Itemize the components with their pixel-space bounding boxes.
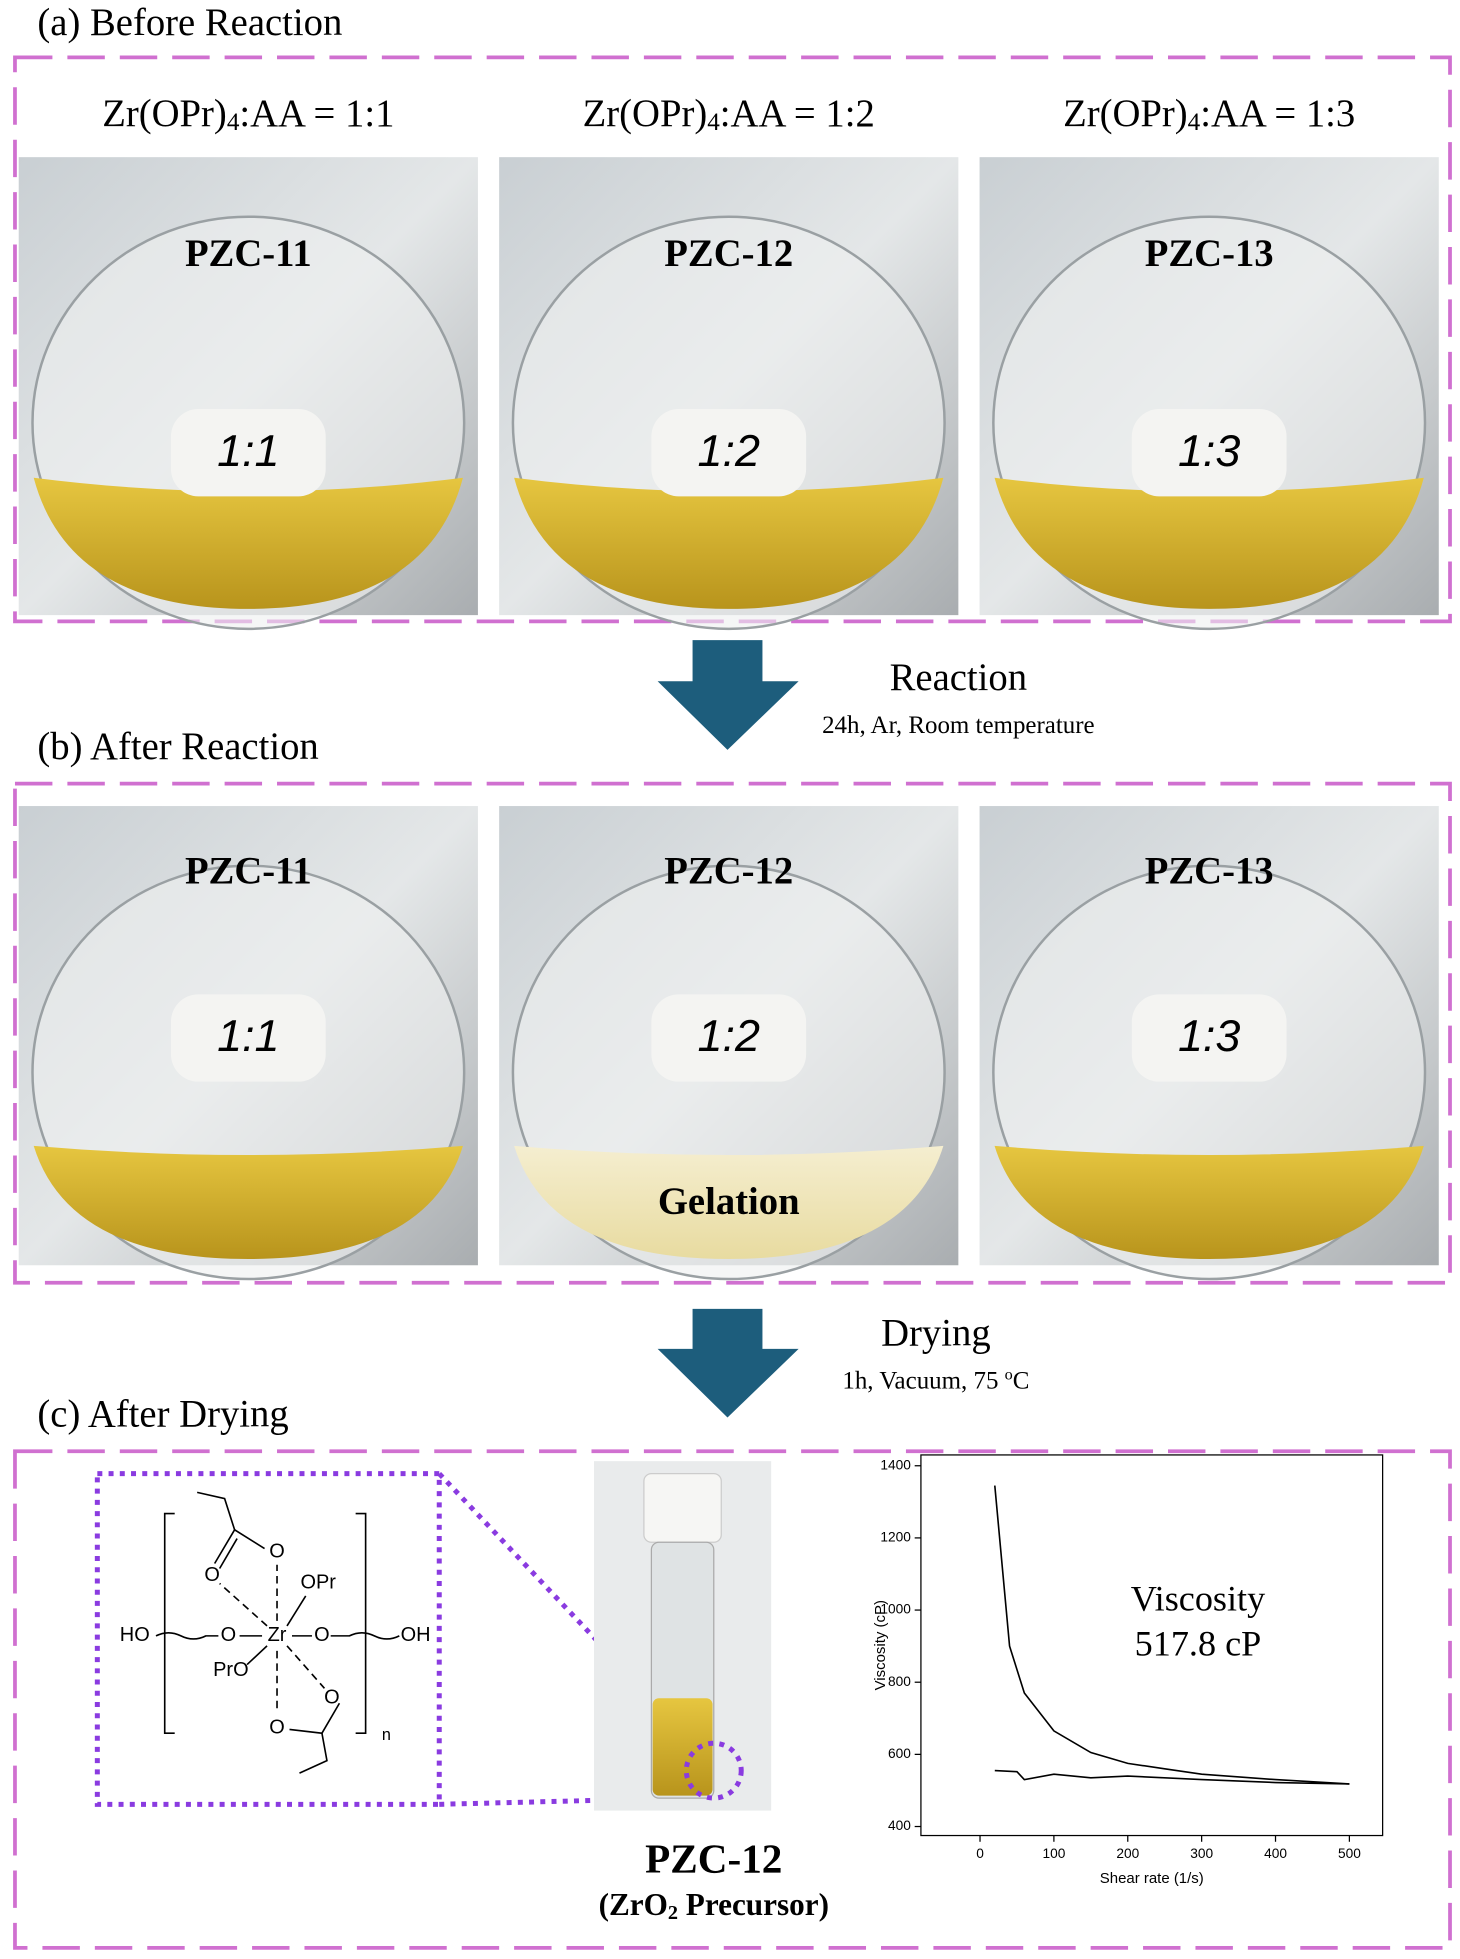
arrow [657,640,799,750]
vial-liquid [652,1698,713,1796]
flask-tag-text: 1:3 [1178,1010,1240,1061]
note: Gelation [658,1181,800,1223]
ratio-header-part: 4 [227,109,240,136]
flask-tag [170,409,326,497]
zoom-box [94,1471,442,1807]
liquid [33,1145,463,1260]
repeat-index: n [382,1726,391,1744]
step-conditions-part: C [1013,1367,1030,1394]
x-tick-label: 400 [1264,1846,1287,1861]
sample-label: PZC-12 [664,233,793,275]
sample-label: PZC-11 [185,851,312,893]
atom: O [269,1716,285,1738]
sample-label: PZC-12 [645,1835,782,1881]
ratio-header-part: :AA = 1:2 [720,93,875,135]
flask-tag [170,994,326,1082]
ratio-header-part: Zr(OPr) [583,93,708,135]
arrow [657,1308,799,1418]
liquid [33,477,463,609]
flask-tag [651,409,807,497]
atom: Zr [268,1624,287,1646]
step-conditions: 1h, Vacuum, 75 oC [842,1366,1029,1394]
y-tick-label: 1400 [880,1457,911,1472]
caption-part: 2 [668,1902,678,1924]
structure-bonds [155,1491,400,1774]
liquid [994,1145,1424,1260]
section-title: (a) Before Reaction [37,2,342,44]
vial-cap [643,1473,722,1543]
flask-tag-text: 1:2 [698,1010,760,1061]
atom: O [269,1541,285,1563]
y-tick-label: 400 [888,1818,911,1833]
flask-tag-text: 1:2 [698,425,760,476]
atom: O [204,1564,220,1586]
ratio-header-part: :AA = 1:1 [239,93,394,135]
flask-tag [651,994,807,1082]
section-title: (c) After Drying [37,1393,288,1435]
step-conditions-part: 1h, Vacuum, 75 [842,1367,1004,1394]
ratio-header: Zr(OPr)4:AA = 1:1 [102,93,394,136]
x-tick-label: 500 [1338,1846,1361,1861]
sample-label: PZC-12 [664,851,793,893]
ratio-header-part: :AA = 1:3 [1200,93,1355,135]
step-name: Drying [881,1312,991,1354]
step-conditions-part: o [1005,1366,1013,1384]
ratio-header-part: 4 [707,109,720,136]
y-tick-label: 1200 [880,1530,911,1545]
liquid [514,1145,944,1260]
y-tick-label: 600 [888,1746,911,1761]
liquid [514,477,944,609]
flask-tag [1131,409,1287,497]
line [993,1485,1350,1785]
ratio-header-part: 4 [1188,109,1201,136]
flask-tag [1131,994,1287,1082]
x-tick-label: 200 [1116,1846,1139,1861]
ratio-header: Zr(OPr)4:AA = 1:3 [1063,93,1355,136]
panel-frame [13,55,1452,624]
ratio-header: Zr(OPr)4:AA = 1:2 [583,93,875,136]
atom: O [221,1624,237,1646]
panel-frame [13,781,1452,1285]
sample-label: PZC-11 [185,233,312,275]
ratio-header-part: Zr(OPr) [1063,93,1188,135]
x-axis-label: Shear rate (1/s) [1100,1870,1204,1887]
x-tick-label: 0 [976,1846,984,1861]
annotation: 517.8 cP [1135,1623,1262,1663]
caption-part: Precursor) [678,1887,829,1922]
flask-tag-text: 1:1 [217,1010,279,1061]
atom: O [314,1624,330,1646]
annotation: Viscosity [1131,1578,1265,1618]
atom: OPr [300,1572,336,1594]
x-tick-label: 300 [1190,1846,1213,1861]
y-tick-label: 1000 [880,1602,911,1617]
ratio-header-part: Zr(OPr) [102,93,227,135]
atom: HO [120,1624,150,1646]
y-axis-label: Viscosity (cP) [872,1600,889,1690]
sample-label: PZC-13 [1145,233,1274,275]
caption-part: (ZrO [599,1887,668,1922]
step-conditions: 24h, Ar, Room temperature [822,712,1095,739]
section-title: (b) After Reaction [37,726,318,768]
x-tick-label: 100 [1042,1846,1065,1861]
step-name: Reaction [890,657,1027,699]
panel-frame [13,1449,1452,1950]
y-tick-label: 800 [888,1674,911,1689]
atom: OH [401,1624,431,1646]
zoom-circle [683,1740,744,1801]
flask-tag-text: 1:3 [1178,425,1240,476]
atom: O [324,1687,340,1709]
line [994,1769,1350,1785]
caption: (ZrO2 Precursor) [599,1887,829,1924]
sample-label: PZC-13 [1145,851,1274,893]
flask-tag-text: 1:1 [217,425,279,476]
atom: PrO [213,1659,248,1681]
liquid [994,477,1424,609]
